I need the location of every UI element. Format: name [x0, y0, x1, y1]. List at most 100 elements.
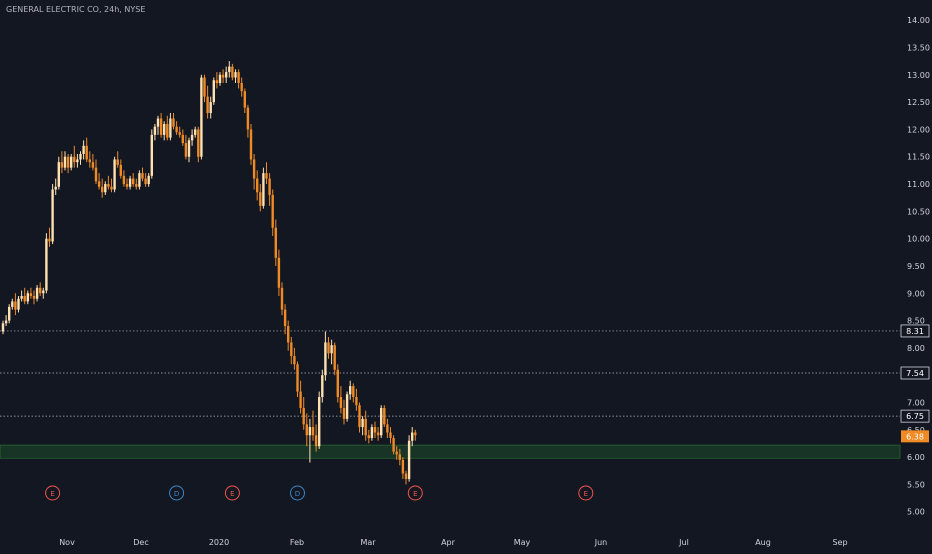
candle-body [39, 287, 42, 294]
candle-body [178, 132, 181, 135]
candle-body [308, 427, 312, 436]
candle-body [60, 162, 64, 168]
candle-body [318, 397, 321, 447]
candle-body [327, 342, 330, 354]
candle-body [101, 186, 104, 193]
candle-body [287, 326, 290, 343]
candle-body [389, 432, 392, 438]
candle-body [349, 386, 352, 395]
y-tick-label: 8.00 [907, 344, 925, 353]
candle-body [76, 159, 79, 163]
candle-body [147, 175, 150, 185]
x-tick-label: Nov [59, 538, 75, 547]
candle-body [159, 118, 163, 135]
candle-body [342, 407, 346, 419]
candle-body [339, 397, 343, 408]
candle-body [274, 227, 277, 258]
candle-body [88, 159, 91, 163]
price-line-tag [900, 409, 930, 423]
candle-body [249, 129, 253, 160]
x-tick-label: 2020 [209, 538, 229, 547]
earnings-marker-label: E [50, 490, 54, 498]
candle-body [206, 96, 209, 114]
candle-body [218, 74, 222, 83]
candle-body [73, 156, 76, 163]
candle-body [156, 118, 160, 127]
candle-body [265, 173, 268, 179]
candle-body [234, 72, 237, 78]
x-tick-label: May [514, 538, 531, 547]
candle-body [17, 298, 20, 310]
candle-body [376, 432, 380, 436]
candle-body [237, 72, 240, 83]
candle-body [119, 164, 122, 176]
candle-body [364, 418, 367, 436]
candle-body [153, 126, 157, 135]
candle-body [414, 432, 417, 436]
candle-body [29, 293, 33, 296]
candle-body [209, 102, 212, 114]
candle-body [398, 454, 401, 460]
candle-body [333, 345, 336, 370]
candle-body [51, 189, 54, 242]
earnings-marker [224, 485, 240, 501]
candle-body [283, 309, 287, 327]
candle-body [290, 342, 293, 357]
y-tick-label: 6.00 [907, 453, 925, 462]
y-tick-label: 10.50 [907, 207, 930, 216]
y-tick-label: 9.00 [907, 289, 925, 298]
candle-body [411, 432, 414, 441]
candle-body [336, 369, 339, 398]
earnings-marker-label: E [230, 490, 234, 498]
candle-body [79, 153, 82, 160]
candle-body [194, 129, 197, 135]
candle-body [175, 126, 178, 133]
x-tick-label: Jul [678, 538, 689, 547]
candle-body [392, 437, 395, 452]
y-tick-label: 5.50 [907, 480, 925, 489]
x-tick-label: Apr [441, 538, 456, 547]
candle-body [200, 77, 203, 157]
candle-body [4, 320, 8, 324]
price-line-tag [900, 324, 930, 338]
candle-body [221, 74, 225, 78]
earnings-marker-label: E [413, 490, 417, 498]
candle-body [104, 184, 107, 193]
dividend-marker [290, 485, 305, 501]
chart-title: GENERAL ELECTRIC CO, 24h, NYSE [6, 5, 146, 14]
price-line-tag-text: 6.75 [906, 412, 924, 421]
candle-body [358, 405, 361, 428]
candle-body [321, 375, 324, 398]
candle-body [302, 407, 305, 425]
candle-body [404, 473, 408, 479]
candle-body [262, 173, 265, 206]
earnings-marker [407, 485, 423, 501]
candle-body [150, 134, 153, 176]
candle-body [163, 123, 166, 135]
candle-body [240, 82, 243, 92]
x-tick-label: Feb [290, 538, 304, 547]
x-tick-label: Mar [360, 538, 376, 547]
candle-body [20, 295, 23, 299]
candle-body [324, 342, 327, 376]
y-tick-label: 6.50 [907, 426, 925, 435]
dividend-marker [169, 485, 185, 501]
candle-body [373, 427, 377, 433]
candle-body [63, 156, 67, 168]
candle-body [215, 80, 219, 83]
candle-body [14, 301, 17, 310]
candle-body [370, 427, 374, 438]
candle-body [138, 173, 141, 187]
candle-body [268, 178, 271, 195]
candle-body [184, 143, 188, 157]
y-tick-label: 13.00 [907, 71, 930, 80]
earnings-marker [45, 485, 61, 501]
candle-body [243, 91, 246, 108]
candle-body [386, 424, 389, 433]
candle-body [110, 186, 113, 190]
candle-body [135, 184, 138, 187]
y-tick-label: 10.00 [907, 235, 930, 244]
price-line-tag [900, 366, 930, 380]
